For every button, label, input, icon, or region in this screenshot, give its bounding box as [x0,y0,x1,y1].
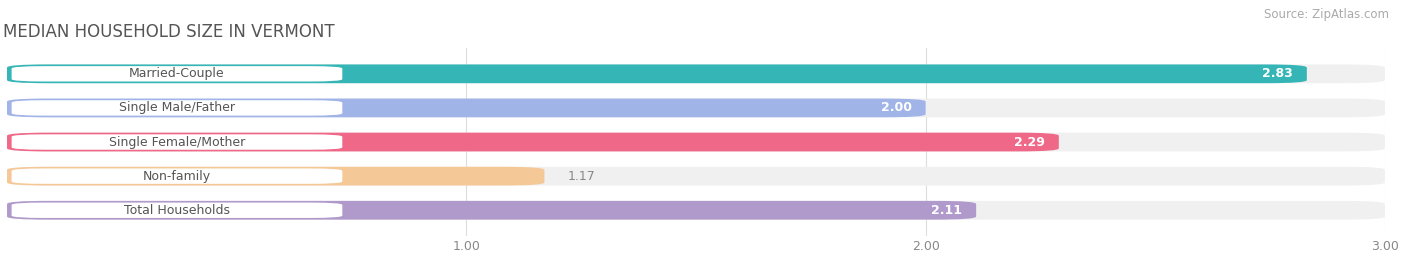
FancyBboxPatch shape [7,99,925,117]
FancyBboxPatch shape [7,133,1059,151]
Text: Single Female/Mother: Single Female/Mother [108,136,245,148]
FancyBboxPatch shape [11,66,342,81]
FancyBboxPatch shape [7,167,544,185]
Text: MEDIAN HOUSEHOLD SIZE IN VERMONT: MEDIAN HOUSEHOLD SIZE IN VERMONT [3,23,335,41]
FancyBboxPatch shape [7,167,1385,185]
FancyBboxPatch shape [11,169,342,184]
FancyBboxPatch shape [11,134,342,150]
Text: 2.11: 2.11 [931,204,962,217]
Text: Source: ZipAtlas.com: Source: ZipAtlas.com [1264,8,1389,21]
Text: Single Male/Father: Single Male/Father [120,101,235,114]
Text: Married-Couple: Married-Couple [129,67,225,80]
FancyBboxPatch shape [11,203,342,218]
Text: 2.83: 2.83 [1263,67,1294,80]
FancyBboxPatch shape [7,201,1385,220]
FancyBboxPatch shape [7,201,976,220]
Text: 1.17: 1.17 [568,170,595,183]
Text: 2.29: 2.29 [1014,136,1045,148]
Text: Non-family: Non-family [143,170,211,183]
FancyBboxPatch shape [7,64,1385,83]
Text: Total Households: Total Households [124,204,231,217]
FancyBboxPatch shape [7,99,1385,117]
FancyBboxPatch shape [7,133,1385,151]
FancyBboxPatch shape [7,64,1306,83]
FancyBboxPatch shape [11,100,342,116]
Text: 2.00: 2.00 [880,101,912,114]
